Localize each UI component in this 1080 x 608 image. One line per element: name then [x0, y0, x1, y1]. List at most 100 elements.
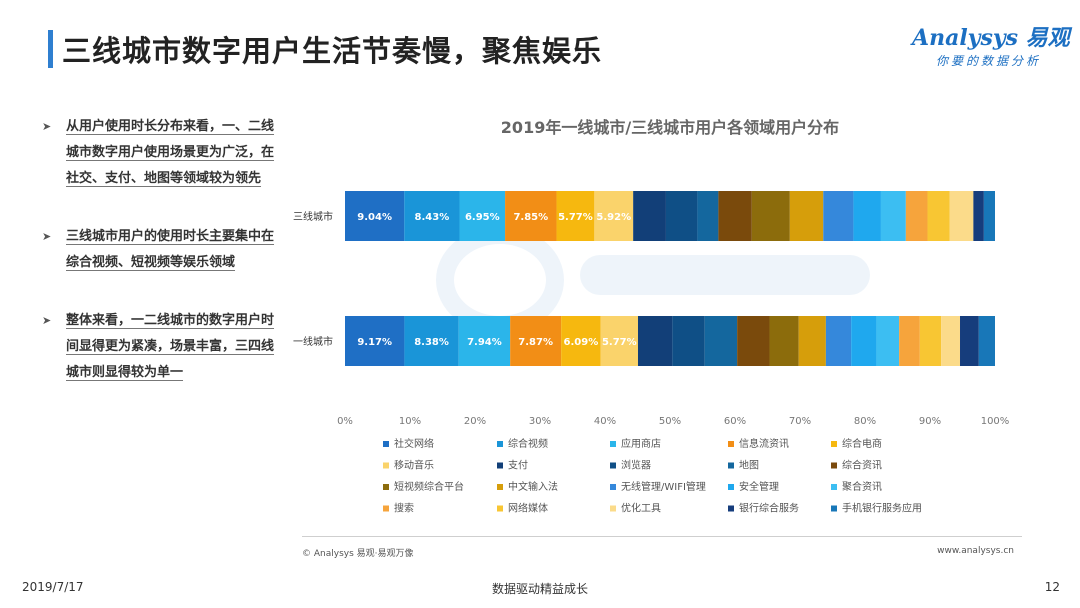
bar-segment: [505, 191, 557, 241]
legend-entry: 网络媒体: [508, 502, 548, 515]
x-tick-label: 40%: [594, 416, 616, 427]
legend-entry: 综合视频: [508, 437, 548, 450]
data-label: 7.87%: [518, 337, 553, 348]
data-label: 8.38%: [414, 337, 449, 348]
data-label: 9.04%: [357, 212, 392, 223]
insight-item: ➤ 从用户使用时长分布来看，一、二线城市数字用户使用场景更为广泛，在社交、支付、…: [42, 114, 282, 192]
bar-segment: [737, 316, 770, 366]
title-accent-bar: [48, 30, 53, 68]
insight-item: ➤ 三线城市用户的使用时长主要集中在综合视频、短视频等娱乐领域: [42, 224, 282, 276]
bar-segment: [853, 191, 881, 241]
legend-entry: 中文输入法: [508, 480, 558, 493]
bar-segment: [876, 316, 900, 366]
legend-entry: 短视频综合平台: [394, 480, 464, 493]
data-label: 6.95%: [465, 212, 500, 223]
bar-segment: [404, 191, 460, 241]
legend-swatch: [497, 505, 503, 512]
insight-text: 从用户使用时长分布来看，一、二线城市数字用户使用场景更为广泛，在社交、支付、地图…: [66, 119, 275, 186]
bar-segment: [672, 316, 705, 366]
x-tick-label: 90%: [919, 416, 941, 427]
bar-segment: [798, 316, 826, 366]
legend-swatch: [610, 484, 616, 490]
logo-brand: Analysys 易观: [912, 25, 1070, 51]
legend-swatch: [610, 505, 616, 512]
bar-segment: [825, 316, 852, 366]
legend-entry: 浏览器: [621, 459, 651, 472]
logo-tagline: 你要的数据分析: [936, 54, 1042, 68]
arrow-bullet-icon: ➤: [42, 230, 52, 243]
bar-segment: [899, 316, 920, 366]
legend-entry: 支付: [508, 459, 528, 472]
legend-entry: 综合电商: [842, 437, 882, 450]
bar-segment: [561, 316, 601, 366]
footer-slogan: 数据驱动精益成长: [491, 582, 588, 596]
legend-entry: 优化工具: [621, 502, 661, 515]
legend-swatch: [610, 462, 616, 469]
arrow-bullet-icon: ➤: [42, 120, 52, 133]
legend-swatch: [728, 441, 734, 447]
bar-segment: [851, 316, 877, 366]
chart-title: 2019年一线城市/三线城市用户各领域用户分布: [500, 118, 840, 137]
legend-entry: 银行综合服务: [739, 502, 799, 515]
footer-divider: [302, 536, 1022, 537]
category-label: 三线城市: [293, 210, 333, 223]
x-tick-label: 70%: [789, 416, 811, 427]
x-tick-label: 100%: [981, 416, 1010, 427]
page-title: 三线城市数字用户生活节奏慢，聚焦娱乐: [62, 34, 603, 68]
category-label: 一线城市: [293, 335, 333, 348]
legend-swatch: [497, 484, 503, 490]
legend-swatch: [497, 462, 503, 469]
data-label: 6.09%: [564, 337, 599, 348]
analysys-logo: Analysys 易观 你要的数据分析: [912, 20, 1070, 70]
data-label: 9.17%: [357, 337, 392, 348]
bar-segment: [960, 316, 979, 366]
bar-segment: [600, 316, 638, 366]
bar-segment: [697, 191, 719, 241]
copyright-text: © Analysys 易观·易观万像: [302, 549, 414, 559]
x-tick-label: 20%: [464, 416, 486, 427]
legend-swatch: [831, 462, 837, 469]
bar-segment: [949, 191, 974, 241]
bar-segment: [404, 316, 459, 366]
legend-swatch: [831, 505, 837, 512]
bar-segment: [665, 191, 698, 241]
legend-entry: 手机银行服务应用: [842, 502, 922, 515]
legend-entry: 聚合资讯: [842, 480, 882, 493]
insight-item: ➤ 整体来看，一二线城市的数字用户时间显得更为紧凑，场景丰富，三四线城市则显得较…: [42, 308, 282, 386]
x-tick-label: 0%: [337, 416, 353, 427]
insight-text: 三线城市用户的使用时长主要集中在综合视频、短视频等娱乐领域: [66, 229, 275, 270]
bar-segment: [633, 191, 666, 241]
legend-entry: 信息流资讯: [739, 437, 789, 450]
data-label: 7.85%: [513, 212, 548, 223]
x-tick-label: 50%: [659, 416, 681, 427]
legend-entry: 综合资讯: [842, 459, 882, 472]
legend-swatch: [383, 462, 389, 469]
bar-segment: [345, 316, 405, 366]
bar-segment: [556, 191, 595, 241]
legend-swatch: [728, 505, 734, 512]
bar-segment: [718, 191, 752, 241]
bar-segment: [973, 191, 984, 241]
bar-segment: [345, 191, 405, 241]
legend-swatch: [831, 441, 837, 447]
bar-segment: [704, 316, 738, 366]
arrow-bullet-icon: ➤: [42, 314, 52, 327]
bar-segment: [459, 191, 506, 241]
x-tick-label: 30%: [529, 416, 551, 427]
bar-segment: [983, 191, 995, 241]
x-tick-label: 10%: [399, 416, 421, 427]
bar-segment: [637, 316, 673, 366]
legend-swatch: [497, 441, 503, 447]
bar-segment: [458, 316, 511, 366]
legend-swatch: [383, 484, 389, 490]
insight-list: ➤ 从用户使用时长分布来看，一、二线城市数字用户使用场景更为广泛，在社交、支付、…: [42, 114, 282, 418]
bar-segment: [769, 316, 799, 366]
legend-entry: 应用商店: [621, 437, 661, 450]
legend-entry: 地图: [739, 459, 759, 472]
page-number: 12: [1044, 580, 1060, 594]
legend-swatch: [728, 484, 734, 490]
data-label: 5.77%: [558, 212, 593, 223]
data-label: 5.77%: [602, 337, 637, 348]
legend-entry: 社交网络: [394, 437, 434, 450]
bar-segment: [978, 316, 995, 366]
